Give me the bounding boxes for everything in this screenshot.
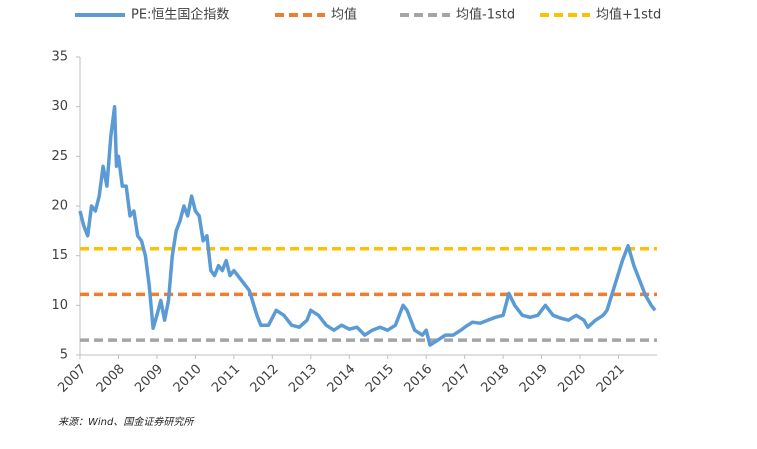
x-tick-label: 2008 — [94, 362, 128, 396]
legend-label: 均值+1std — [596, 7, 661, 23]
x-tick-label: 2019 — [517, 362, 551, 396]
x-tick-label: 2020 — [555, 362, 589, 396]
legend-label: PE:恒生国企指数 — [131, 7, 229, 23]
x-tick-label: 2018 — [478, 362, 512, 396]
x-tick-label: 2014 — [325, 362, 359, 396]
x-tick-label: 2009 — [132, 362, 166, 396]
legend-label: 均值 — [331, 7, 357, 23]
y-tick-label: 25 — [51, 149, 68, 164]
source-note: 来源：Wind、国金证券研究所 — [58, 416, 195, 428]
x-tick-label: 2021 — [594, 362, 628, 396]
y-tick-label: 5 — [60, 348, 68, 363]
y-tick-label: 15 — [51, 248, 68, 263]
data-line — [78, 104, 657, 347]
legend-label: 均值-1std — [456, 7, 515, 23]
x-tick-label: 2012 — [248, 362, 282, 396]
x-tick-label: 2011 — [209, 362, 243, 396]
x-tick-label: 2017 — [440, 362, 474, 396]
y-tick-label: 10 — [51, 298, 68, 313]
y-tick-label: 20 — [51, 199, 68, 214]
x-tick-label: 2015 — [363, 362, 397, 396]
y-tick-label: 30 — [51, 99, 68, 114]
x-tick-label: 2010 — [171, 362, 205, 396]
x-tick-label: 2016 — [401, 362, 435, 396]
x-tick-label: 2007 — [55, 362, 89, 396]
y-tick-label: 35 — [51, 50, 68, 65]
x-tick-label: 2013 — [286, 362, 320, 396]
